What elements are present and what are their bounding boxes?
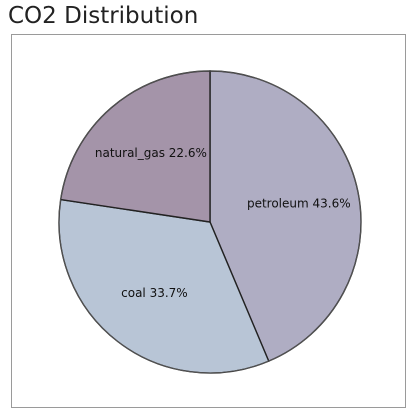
slice-label-petroleum: petroleum 43.6% [247, 197, 351, 211]
pie-slices [59, 71, 361, 373]
slice-label-coal: coal 33.7% [121, 286, 188, 300]
slice-label-natural-gas: natural_gas 22.6% [95, 146, 207, 160]
